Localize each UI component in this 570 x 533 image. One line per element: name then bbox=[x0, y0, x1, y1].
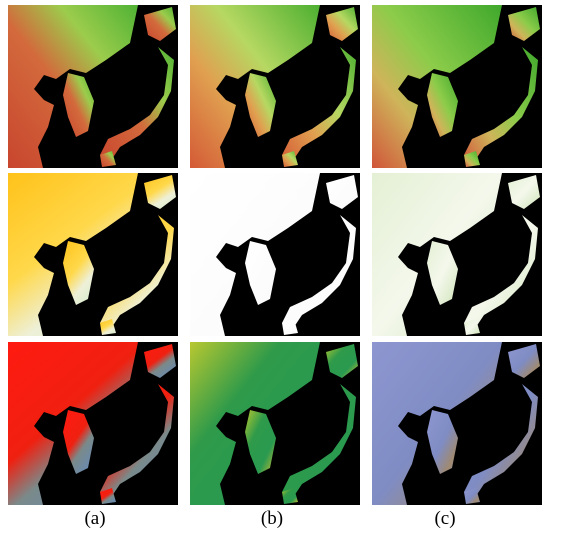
panel-a1 bbox=[8, 5, 178, 168]
panel-a3 bbox=[8, 342, 178, 505]
panel-b1 bbox=[190, 5, 360, 168]
panel-b2 bbox=[190, 173, 360, 336]
panel-c2 bbox=[372, 173, 542, 336]
panel-a2 bbox=[8, 173, 178, 336]
caption: (c) bbox=[434, 508, 455, 529]
panel-c3 bbox=[372, 342, 542, 505]
panel-c1 bbox=[372, 5, 542, 168]
caption: (b) bbox=[261, 508, 283, 529]
caption: (a) bbox=[84, 508, 105, 529]
panel-b3 bbox=[190, 342, 360, 505]
